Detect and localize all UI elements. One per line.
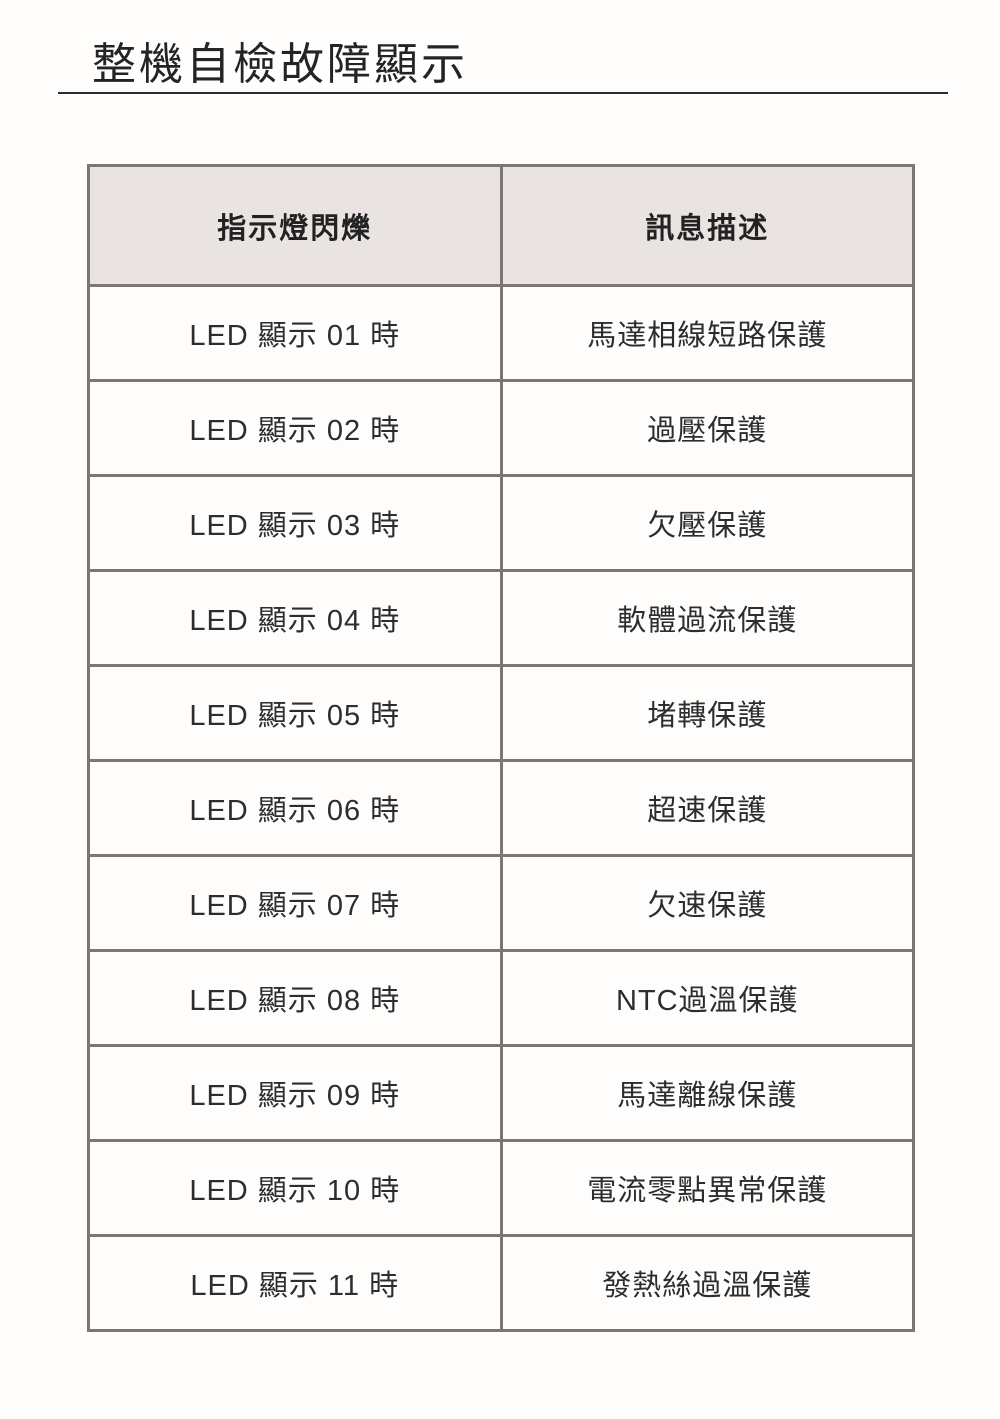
cell-description: 欠壓保護 [499, 474, 915, 572]
title-divider [58, 92, 948, 94]
table-row: LED 顯示 02 時 過壓保護 [87, 379, 915, 477]
fault-code-table: 指示燈閃爍 訊息描述 LED 顯示 01 時 馬達相線短路保護 LED 顯示 0… [87, 164, 915, 1332]
cell-indicator: LED 顯示 06 時 [87, 759, 503, 857]
cell-indicator: LED 顯示 09 時 [87, 1044, 503, 1142]
cell-description: 欠速保護 [499, 854, 915, 952]
cell-description: 馬達離線保護 [499, 1044, 915, 1142]
cell-indicator: LED 顯示 08 時 [87, 949, 503, 1047]
header-cell-indicator: 指示燈閃爍 [87, 164, 503, 287]
cell-indicator: LED 顯示 11 時 [87, 1234, 503, 1332]
cell-indicator: LED 顯示 04 時 [87, 569, 503, 667]
cell-description: 軟體過流保護 [499, 569, 915, 667]
table-row: LED 顯示 11 時 發熱絲過溫保護 [87, 1234, 915, 1332]
table-row: LED 顯示 04 時 軟體過流保護 [87, 569, 915, 667]
table-row: LED 顯示 10 時 電流零點異常保護 [87, 1139, 915, 1237]
table-row: LED 顯示 08 時 NTC過溫保護 [87, 949, 915, 1047]
table-row: LED 顯示 03 時 欠壓保護 [87, 474, 915, 572]
table-row: LED 顯示 06 時 超速保護 [87, 759, 915, 857]
cell-description: 過壓保護 [499, 379, 915, 477]
cell-description: 超速保護 [499, 759, 915, 857]
cell-description: 發熱絲過溫保護 [499, 1234, 915, 1332]
cell-indicator: LED 顯示 03 時 [87, 474, 503, 572]
table-header-row: 指示燈閃爍 訊息描述 [87, 164, 915, 287]
table-row: LED 顯示 05 時 堵轉保護 [87, 664, 915, 762]
cell-indicator: LED 顯示 10 時 [87, 1139, 503, 1237]
cell-indicator: LED 顯示 05 時 [87, 664, 503, 762]
page-title: 整機自檢故障顯示 [92, 40, 468, 89]
cell-indicator: LED 顯示 07 時 [87, 854, 503, 952]
cell-description: NTC過溫保護 [499, 949, 915, 1047]
cell-description: 堵轉保護 [499, 664, 915, 762]
table-row: LED 顯示 07 時 欠速保護 [87, 854, 915, 952]
cell-indicator: LED 顯示 02 時 [87, 379, 503, 477]
cell-description: 馬達相線短路保護 [499, 284, 915, 382]
cell-description: 電流零點異常保護 [499, 1139, 915, 1237]
table-row: LED 顯示 09 時 馬達離線保護 [87, 1044, 915, 1142]
header-cell-description: 訊息描述 [499, 164, 915, 287]
cell-indicator: LED 顯示 01 時 [87, 284, 503, 382]
table-row: LED 顯示 01 時 馬達相線短路保護 [87, 284, 915, 382]
